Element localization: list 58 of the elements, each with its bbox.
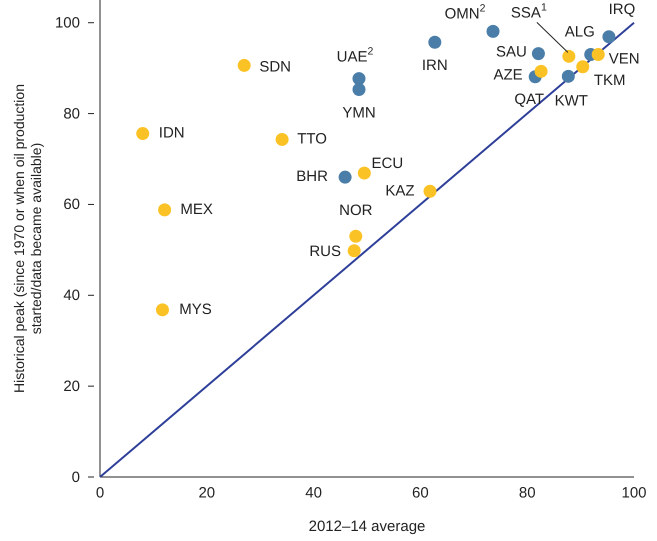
point — [352, 82, 366, 96]
point — [592, 48, 605, 62]
annotation: UAE$^{2}$ — [336, 45, 374, 66]
y-tick-label: 40 — [63, 287, 80, 304]
annotation: YMN — [342, 104, 376, 122]
annotation: OMN$^{2}$ — [444, 2, 486, 22]
annotation: KAZ — [385, 182, 415, 200]
annotation: IRN — [422, 57, 448, 74]
y-tick-label: 0 — [72, 468, 80, 486]
annotation: IRQ — [608, 0, 636, 18]
annotation: MYS — [179, 300, 212, 318]
annotation: ALG — [564, 23, 595, 40]
annotation: KWT — [554, 92, 588, 110]
annotation: ECU — [371, 155, 404, 172]
y-tick-label: 60 — [63, 196, 80, 214]
x-axis-title: 2012–14 average — [308, 518, 426, 535]
point — [136, 127, 150, 140]
point — [158, 203, 172, 216]
point — [348, 244, 361, 258]
point — [338, 170, 352, 184]
annotation: RUS — [309, 242, 342, 260]
point — [276, 132, 289, 146]
point — [238, 58, 251, 72]
y-tick-label: 20 — [63, 378, 80, 395]
point — [156, 303, 169, 316]
point — [349, 230, 362, 243]
point — [428, 36, 442, 49]
point — [562, 70, 575, 83]
point — [358, 166, 371, 180]
point — [532, 47, 545, 60]
point — [424, 184, 437, 198]
x-tick-label: 60 — [412, 484, 429, 502]
annotation: SSA$^{1}$ — [510, 1, 547, 22]
point — [534, 64, 548, 78]
y-tick-label: 80 — [63, 105, 80, 122]
point — [562, 50, 576, 63]
x-tick-label: 80 — [518, 484, 536, 502]
annotation: MEX — [180, 200, 213, 218]
point — [576, 60, 590, 74]
annotation: QAT — [514, 90, 544, 108]
annotation: VEN — [608, 50, 640, 68]
annotation: SDN — [259, 58, 292, 76]
x-tick-label: 20 — [198, 484, 216, 502]
x-tick-label: 100 — [621, 484, 647, 502]
annotation: NOR — [339, 202, 373, 220]
point — [352, 72, 366, 86]
annotation: TKM — [594, 72, 626, 89]
x-tick-label: 0 — [96, 484, 104, 502]
y-tick-label: 100 — [54, 14, 80, 32]
point — [602, 30, 616, 44]
x-tick-label: 40 — [305, 484, 322, 502]
annotation: BHR — [296, 168, 328, 186]
y-axis-title: Historical peak (since 1970 or when oil production started/data became available) — [11, 84, 44, 393]
annotation: IDN — [158, 124, 185, 142]
point — [486, 24, 500, 38]
annotation: SAU — [496, 44, 527, 61]
annotation: AZE — [493, 66, 523, 84]
annotation: TTO — [297, 130, 327, 148]
